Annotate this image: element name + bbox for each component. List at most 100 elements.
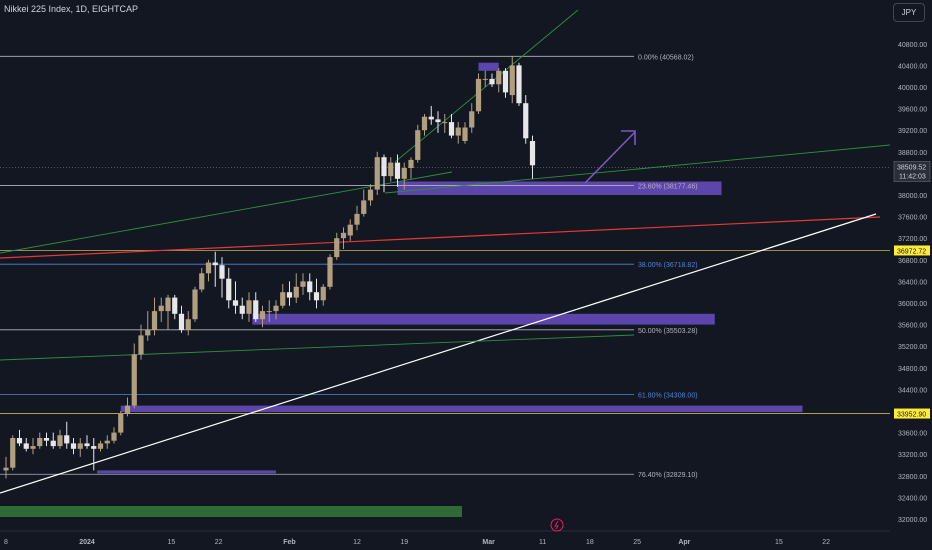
time-tick-label: 12 xyxy=(353,539,361,546)
time-tick-label: 15 xyxy=(167,539,175,546)
lightning-icon[interactable] xyxy=(550,518,564,532)
candle-up xyxy=(246,292,252,322)
price-tick-label: 39200.00 xyxy=(898,128,927,135)
candle-body xyxy=(354,213,360,225)
candle-up xyxy=(3,456,9,479)
candle-body xyxy=(118,413,124,433)
price-tick-label: 34800.00 xyxy=(898,366,927,373)
candle-body xyxy=(77,443,83,449)
support-zone xyxy=(97,470,276,474)
candle-body xyxy=(226,278,232,301)
price-tick-label: 34400.00 xyxy=(898,387,927,394)
labels-layer: 0.00% (40568.02) 23.60% (38177.46) 38.00% … xyxy=(638,54,698,479)
candle-up xyxy=(293,273,299,303)
candle-body xyxy=(212,262,218,266)
time-tick-label: 8 xyxy=(4,539,8,546)
white-trendline xyxy=(0,213,877,494)
candle-body xyxy=(455,127,461,136)
time-tick-label: Apr xyxy=(678,539,690,546)
candle-body xyxy=(307,281,313,293)
time-tick-label: 18 xyxy=(586,539,594,546)
candle-up xyxy=(111,427,117,444)
candle-down xyxy=(16,429,23,447)
candle-body xyxy=(482,78,488,80)
candle-body xyxy=(10,438,16,468)
time-tick-label: 19 xyxy=(400,539,408,546)
candle-body xyxy=(313,292,320,301)
fib-level-label: 0.00% (40568.02) xyxy=(638,54,694,61)
price-tick-label: 40000.00 xyxy=(898,85,927,92)
candle-body xyxy=(489,78,495,85)
candle-body xyxy=(273,305,279,312)
candle-up xyxy=(482,70,488,87)
price-tick-label: 39600.00 xyxy=(898,107,927,114)
level-price-label: 33952.90 xyxy=(897,412,926,419)
candle-up xyxy=(455,122,461,144)
projection-arrow-shaft xyxy=(584,131,636,184)
candle-body xyxy=(158,305,164,312)
chart-title: Nikkei 225 Index, 1D, EIGHTCAP xyxy=(4,4,139,14)
candle-up xyxy=(185,311,191,336)
candle-body xyxy=(334,238,340,258)
candle-body xyxy=(16,438,23,444)
candle-body xyxy=(131,354,137,406)
candle-up xyxy=(408,157,414,179)
candle-body xyxy=(259,311,266,320)
candle-down xyxy=(286,281,293,306)
candle-up xyxy=(131,343,137,409)
candle-body xyxy=(293,286,299,298)
candle-body xyxy=(172,297,178,314)
candle-up xyxy=(361,189,367,217)
projection-arrow-head xyxy=(621,130,636,145)
candle-down xyxy=(428,105,434,125)
candle-up xyxy=(158,297,164,322)
candle-up xyxy=(509,56,515,104)
candle-body xyxy=(529,141,536,166)
candle-up xyxy=(145,311,151,341)
candle-body xyxy=(97,443,104,449)
candle-up xyxy=(475,73,482,114)
candle-down xyxy=(448,114,455,139)
price-tick-label: 38000.00 xyxy=(898,193,927,200)
green-channel-upper xyxy=(384,144,891,194)
candle-up xyxy=(347,219,353,241)
price-tick-label: 36000.00 xyxy=(898,301,927,308)
candle-up xyxy=(388,157,394,182)
candle-body xyxy=(84,443,90,447)
candle-body xyxy=(475,78,482,112)
candle-body xyxy=(43,438,50,441)
time-tick-label: 22 xyxy=(215,539,223,546)
candle-body xyxy=(374,157,380,190)
current-price-label: 38509.52 xyxy=(897,164,926,171)
bottom-green-zone xyxy=(0,506,462,517)
candle-body xyxy=(286,292,293,298)
candle-down xyxy=(50,432,56,449)
candle-body xyxy=(523,103,529,139)
candle-body xyxy=(185,319,191,330)
candle-down xyxy=(239,297,245,320)
candle-up xyxy=(37,432,43,449)
candle-body xyxy=(91,446,97,449)
candle-body xyxy=(469,111,475,128)
candle-down xyxy=(84,435,90,449)
support-zone xyxy=(478,62,499,71)
candle-body xyxy=(232,300,239,306)
time-tick-label: Mar xyxy=(482,539,495,546)
level-price-tag xyxy=(894,408,930,419)
candle-up xyxy=(30,438,36,455)
fib-level-label: 38.00% (36718.82) xyxy=(638,262,698,269)
candle-up xyxy=(151,297,158,336)
price-tick-label: 40800.00 xyxy=(898,42,927,49)
support-zone xyxy=(252,313,715,325)
candle-up xyxy=(401,162,407,190)
currency-button[interactable]: JPY xyxy=(893,3,925,22)
candle-up xyxy=(104,435,110,449)
candle-body xyxy=(320,286,326,301)
candle-up xyxy=(124,397,131,417)
candle-up xyxy=(77,438,83,457)
candle-down xyxy=(523,95,529,144)
time-tick-label: 2024 xyxy=(79,539,95,546)
candle-up xyxy=(496,68,502,93)
